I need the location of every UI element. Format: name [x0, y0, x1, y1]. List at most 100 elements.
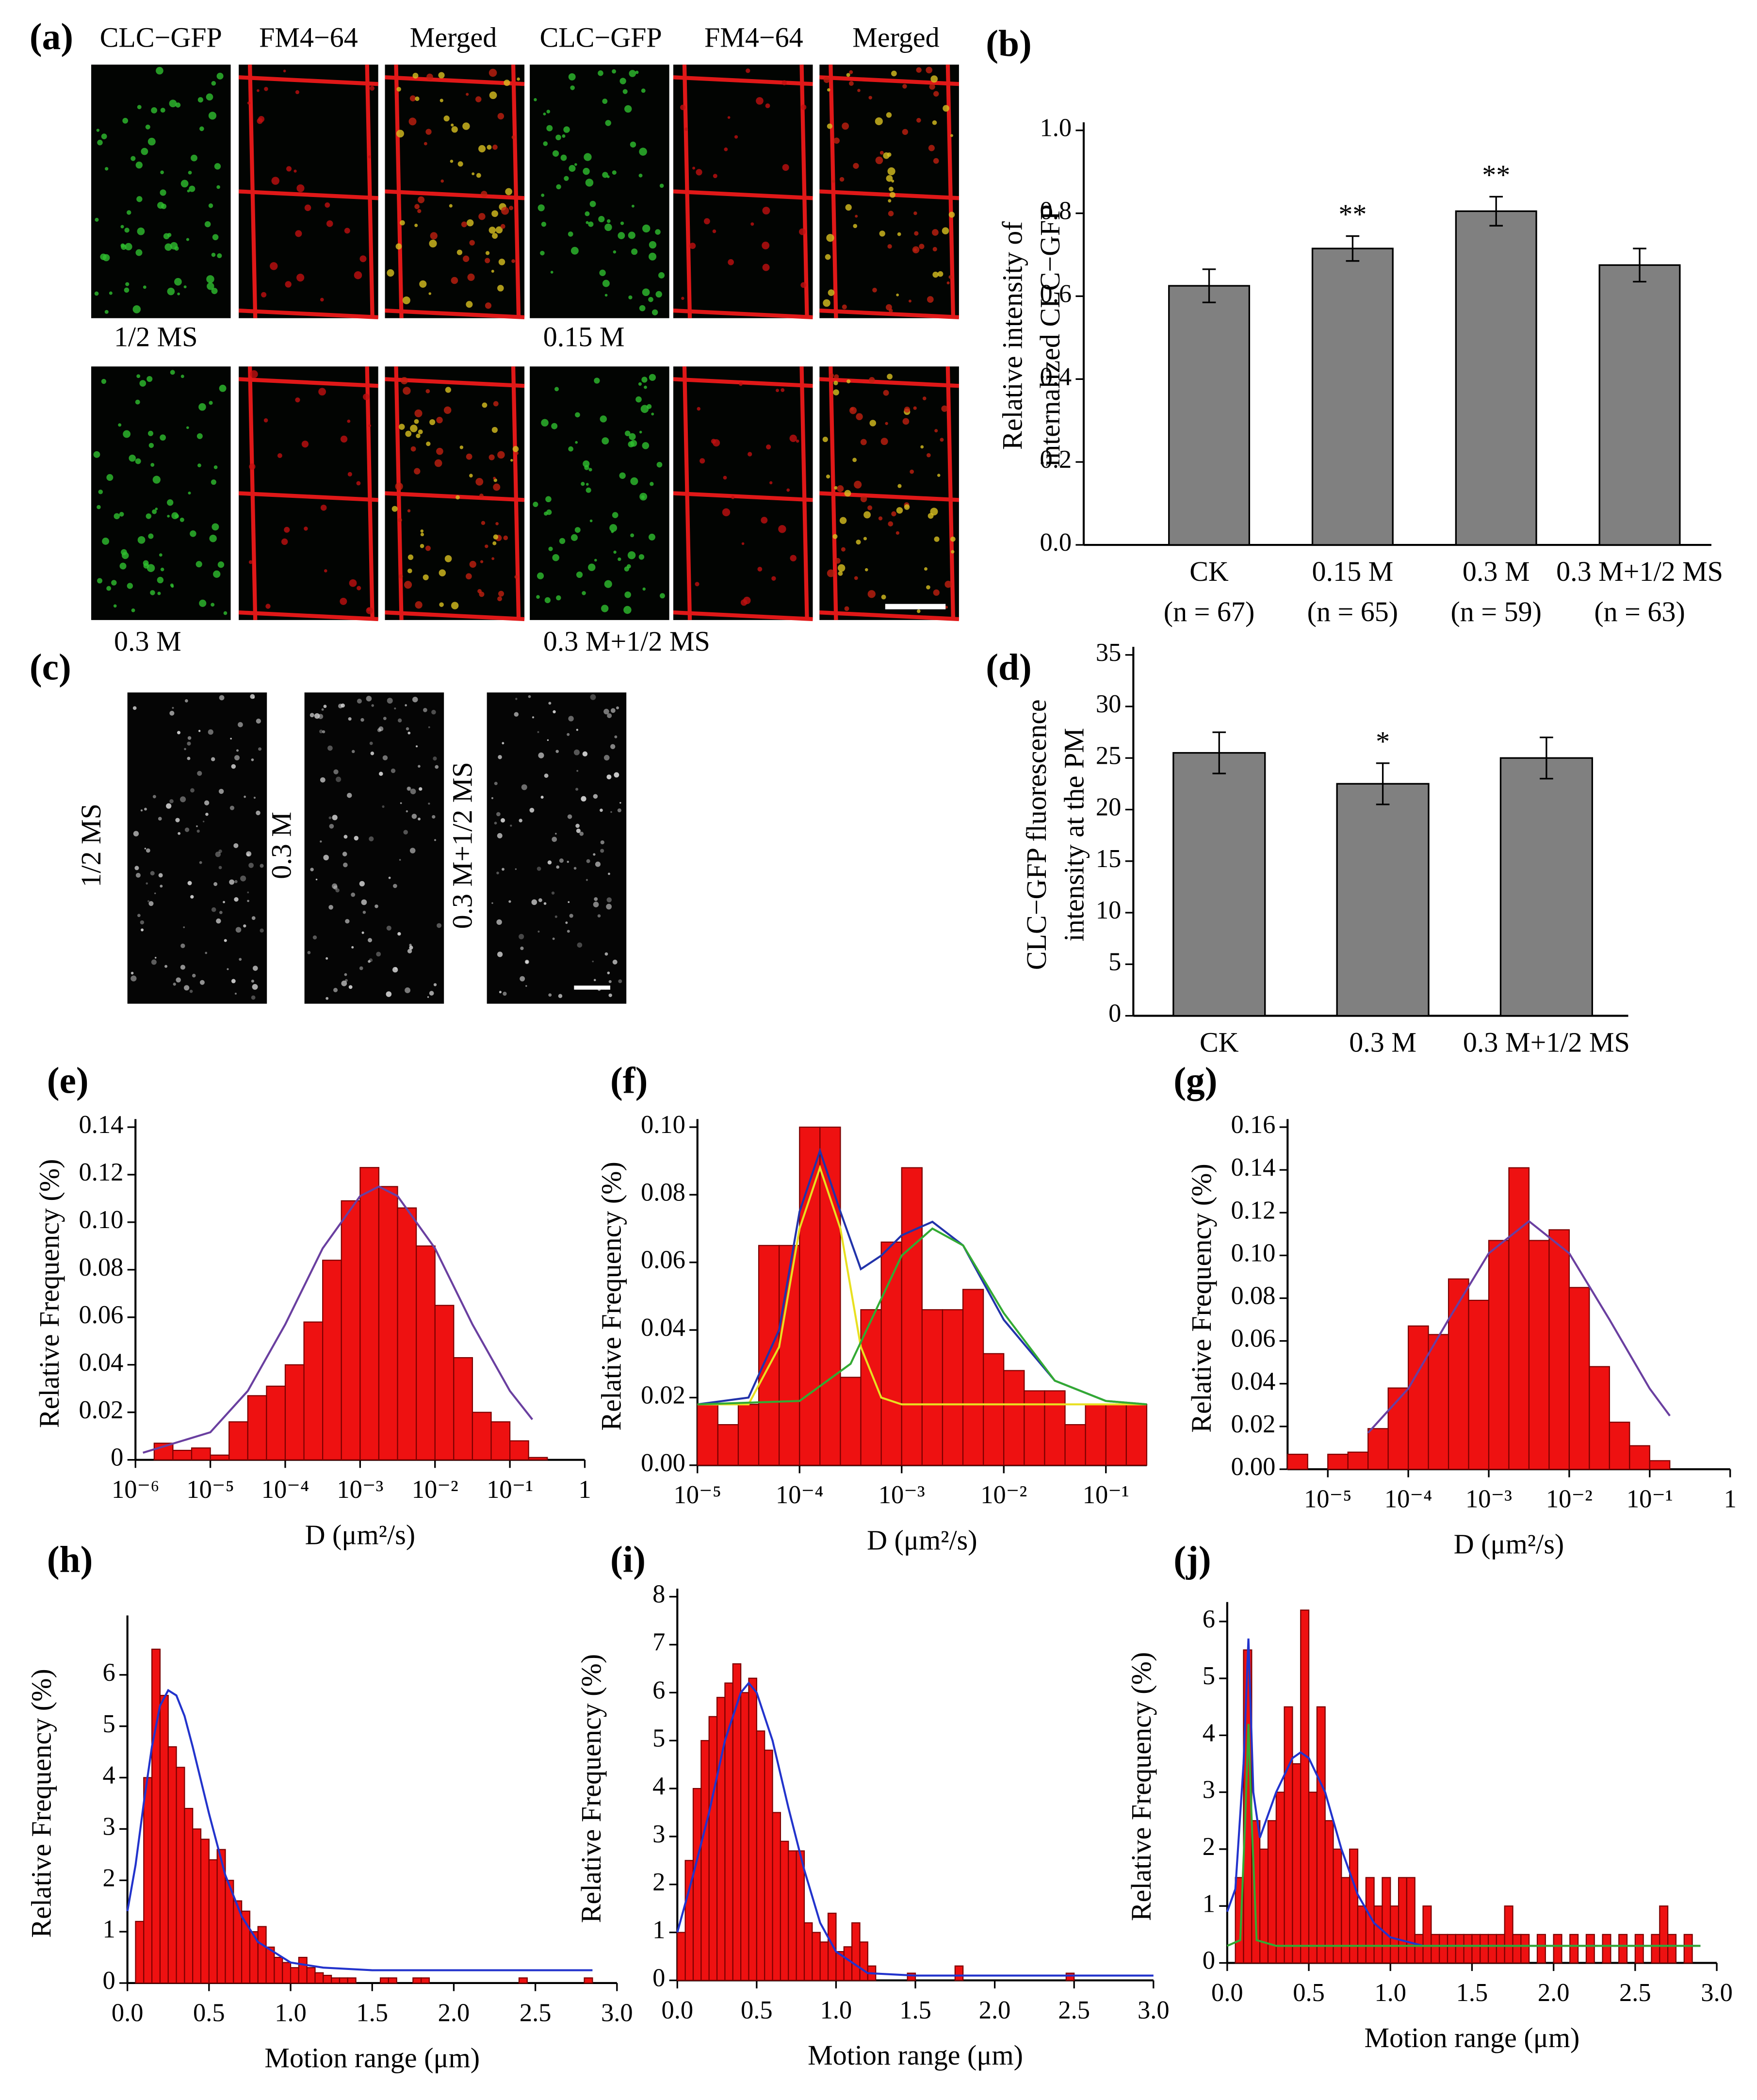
speckle	[417, 209, 422, 213]
speckle	[711, 439, 716, 444]
speckle	[216, 918, 221, 924]
speckle	[680, 104, 686, 110]
speckle	[167, 233, 172, 237]
y-tick-label: 0.10	[1231, 1239, 1275, 1267]
speckle	[771, 576, 776, 581]
fit-curve	[697, 1165, 1147, 1406]
speckle	[407, 787, 411, 790]
speckle	[854, 576, 858, 580]
speckle	[260, 864, 264, 868]
speckle	[498, 591, 504, 597]
speckle	[533, 501, 538, 508]
histogram-bar	[1428, 1334, 1449, 1470]
cell-wall	[238, 491, 378, 502]
cell-wall	[673, 308, 813, 320]
speckle	[638, 554, 645, 560]
speckle	[834, 374, 839, 379]
histogram-bar	[298, 1956, 308, 1984]
speckle	[896, 293, 899, 296]
speckle	[529, 807, 535, 813]
speckle	[728, 259, 734, 265]
histogram-bar	[1609, 1421, 1630, 1470]
speckle	[321, 708, 324, 711]
speckle	[144, 807, 147, 811]
histogram-bar	[1569, 1934, 1579, 1964]
speckle	[137, 536, 146, 544]
y-tick-label: 0.06	[641, 1246, 685, 1274]
y-tick-label: 25	[1096, 741, 1122, 770]
speckle	[376, 952, 381, 957]
speckle	[497, 451, 505, 459]
histogram-bar	[266, 1385, 286, 1460]
y-tick-label: 0.8	[1040, 197, 1072, 225]
speckle	[312, 935, 317, 940]
channel-header: FM4−64	[259, 22, 358, 53]
y-tick-label: 5	[103, 1710, 115, 1738]
histogram-bar	[1471, 1934, 1481, 1964]
speckle	[377, 728, 381, 732]
x-tick-label: 0.15 M	[1312, 556, 1394, 587]
speckle	[325, 997, 329, 1000]
speckle	[428, 292, 432, 295]
speckle	[141, 148, 148, 155]
histogram-bar	[1439, 1934, 1448, 1964]
speckle	[250, 370, 258, 378]
x-tick-label: 1	[1724, 1485, 1737, 1513]
speckle	[197, 463, 201, 468]
speckle	[525, 960, 528, 964]
speckle	[895, 531, 900, 535]
speckle	[554, 915, 557, 918]
speckle	[555, 134, 561, 141]
speckle	[902, 129, 908, 135]
speckle	[569, 165, 576, 172]
speckle	[174, 278, 182, 286]
speckle	[801, 104, 807, 110]
histogram-bar	[1284, 1706, 1293, 1964]
x-tick-label: 10⁻⁵	[186, 1476, 234, 1504]
speckle	[219, 695, 225, 701]
speckle	[238, 722, 243, 727]
speckle	[608, 993, 612, 997]
speckle	[628, 295, 633, 300]
speckle	[864, 568, 868, 572]
speckle	[660, 593, 665, 599]
speckle	[340, 435, 348, 443]
speckle	[630, 141, 636, 148]
speckle	[485, 258, 490, 263]
cell-wall	[799, 366, 809, 620]
speckle	[415, 745, 418, 748]
speckle	[451, 123, 454, 127]
speckle	[588, 468, 592, 472]
y-axis-label: intensity at the PM	[1058, 728, 1090, 941]
speckle	[184, 985, 190, 991]
speckle	[170, 370, 175, 375]
speckle	[418, 765, 421, 768]
channel-header: FM4−64	[704, 22, 803, 53]
x-axis-label: D (μm²/s)	[1454, 1528, 1564, 1560]
speckle	[120, 225, 124, 229]
speckle	[208, 112, 217, 120]
speckle	[497, 833, 503, 838]
x-axis-label: Motion range (μm)	[264, 2042, 480, 2074]
speckle	[197, 771, 202, 776]
speckle	[887, 167, 895, 176]
cell-wall	[819, 308, 960, 320]
speckle	[695, 582, 700, 587]
histogram-bar	[518, 1977, 528, 1984]
speckle	[928, 145, 935, 151]
speckle	[348, 717, 352, 721]
speckle	[95, 217, 99, 222]
speckle	[556, 184, 561, 190]
speckle	[867, 590, 876, 598]
speckle	[620, 221, 624, 225]
speckle	[628, 231, 635, 239]
speckle	[402, 296, 410, 305]
histogram-bar	[284, 1364, 305, 1460]
histogram-bar	[1431, 1934, 1440, 1964]
speckle	[913, 406, 917, 410]
y-axis-label: Relative intensity of	[996, 221, 1028, 450]
x-tick-label: 10⁻⁶	[112, 1476, 160, 1504]
speckle	[264, 87, 268, 91]
speckle	[622, 89, 628, 94]
